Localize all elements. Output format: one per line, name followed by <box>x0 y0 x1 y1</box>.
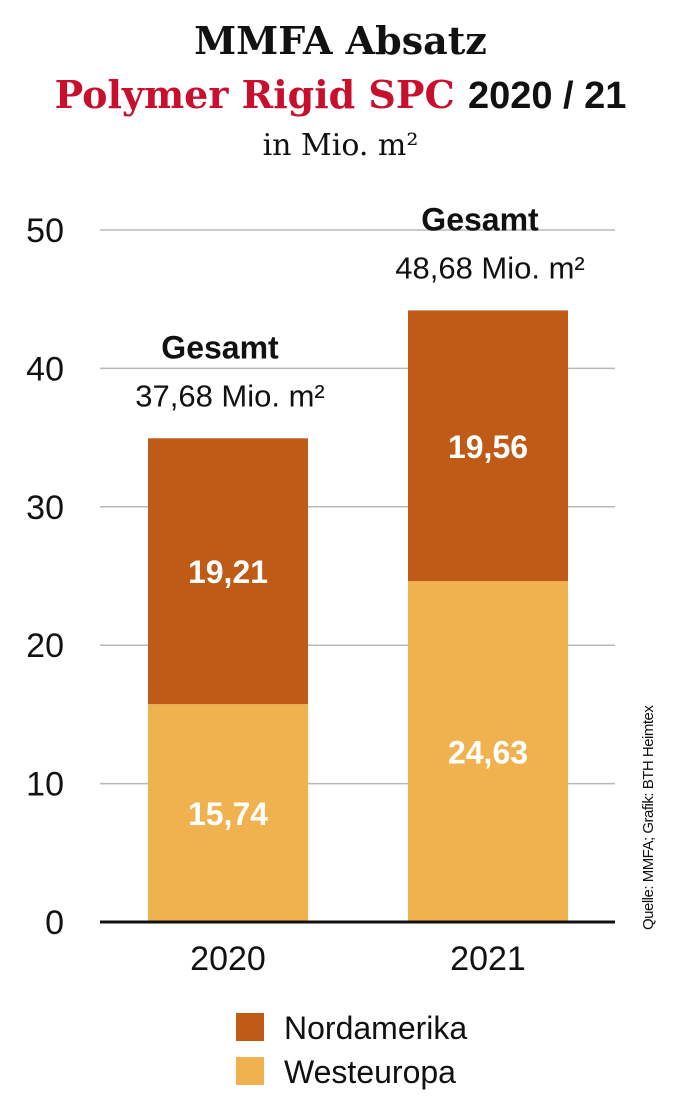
chart-title: MMFA Absatz <box>194 18 487 63</box>
bar-westeuropa-2021 <box>408 581 568 922</box>
legend-swatch <box>236 1057 264 1085</box>
legend-label: Westeuropa <box>284 1054 456 1090</box>
bar-nordamerika-2021 <box>408 310 568 582</box>
y-tick-label: 50 <box>26 212 64 250</box>
y-tick-label: 30 <box>26 489 64 527</box>
bar-westeuropa-2020 <box>148 704 308 922</box>
x-tick-label: 2020 <box>190 940 266 978</box>
y-tick-label: 10 <box>26 766 64 804</box>
legend-label: Nordamerika <box>284 1010 467 1046</box>
y-tick-label: 40 <box>26 350 64 388</box>
y-tick-label: 0 <box>45 904 64 942</box>
legend-swatch <box>236 1013 264 1041</box>
total-heading: Gesamt <box>161 329 279 365</box>
x-tick-label: 2021 <box>450 940 526 978</box>
source-note: Quelle: MMFA; Grafik: BTH Heimtex <box>640 705 657 930</box>
total-value: 48,68 Mio. m² <box>395 250 585 285</box>
years: 2020 / 21 <box>467 75 627 117</box>
data-label: 19,21 <box>188 554 268 590</box>
bar-nordamerika-2020 <box>148 438 308 705</box>
data-label: 15,74 <box>188 796 268 832</box>
y-tick-label: 20 <box>26 627 64 665</box>
data-label: 24,63 <box>448 735 528 771</box>
total-heading: Gesamt <box>421 201 539 237</box>
total-value: 37,68 Mio. m² <box>135 378 325 413</box>
data-label: 19,56 <box>448 429 528 465</box>
product-name: Polymer Rigid SPC <box>54 72 455 117</box>
chart-subtitle: in Mio. m² <box>262 128 419 163</box>
chart-title-line2: Polymer Rigid SPC 2020 / 21 <box>0 72 681 118</box>
